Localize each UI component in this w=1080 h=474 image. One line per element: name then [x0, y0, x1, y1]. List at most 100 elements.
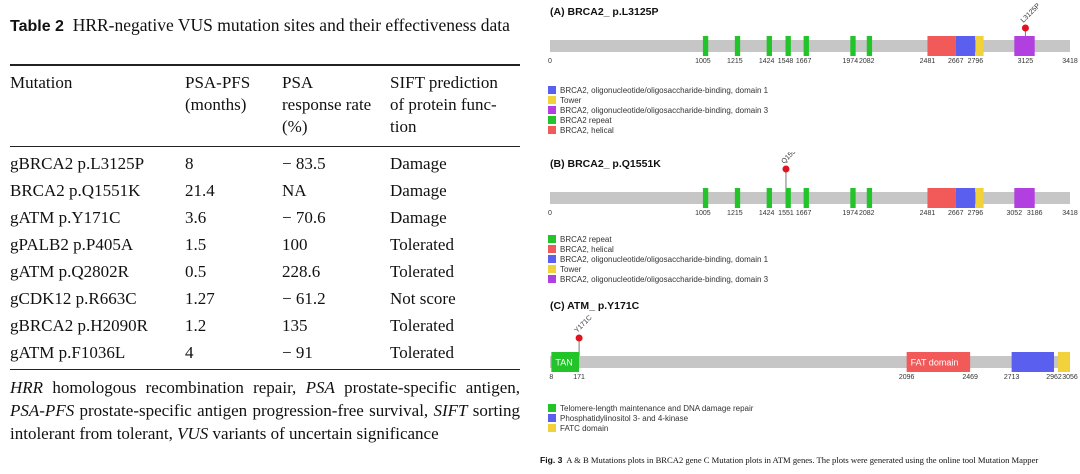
domain-repeat: [702, 188, 709, 208]
axis-tick-label: 1667: [796, 210, 812, 217]
axis-tick-label: 2082: [859, 210, 875, 217]
table-top-rule: [10, 64, 520, 66]
axis-tick-label: 3125: [1018, 58, 1034, 65]
legend-item: Telomere-length maintenance and DNA dama…: [548, 404, 753, 414]
domain-repeat: [803, 36, 809, 56]
domain-repeat: [866, 188, 873, 208]
axis-tick-label: 171: [573, 374, 585, 381]
header-sift-prediction: SIFT prediction of protein func- tion: [390, 73, 498, 136]
legend-item: BRCA2, helical: [548, 245, 768, 255]
header-mutation: Mutation: [10, 73, 73, 92]
axis-tick-label: 1215: [727, 210, 743, 217]
axis-tick-label: 2481: [920, 58, 936, 65]
legend-item: Phosphatidylinositol 3- and 4-kinase: [548, 414, 753, 424]
panel-c-lollipop-plot: TAN FAT domain Y171C 8 171 2096 2469 2713 2962 30…: [549, 314, 1078, 381]
domain-helical: [927, 188, 956, 208]
axis-tick-label: 1974: [843, 58, 859, 65]
table-header-rule: [10, 146, 520, 147]
axis-tick-label: 1215: [727, 58, 743, 65]
axis-tick-label: 8: [549, 374, 553, 381]
axis-tick-label: 3052: [1007, 210, 1023, 217]
domain-repeat: [734, 188, 741, 208]
axis-tick-label: 1005: [695, 58, 711, 65]
table-row: gATM p.Y171C 3.6 − 70.6 Damage: [10, 208, 447, 227]
axis-tick-label: 0: [548, 58, 552, 65]
domain-ob1: [955, 36, 976, 56]
axis-tick-label: 3056: [1062, 374, 1078, 381]
axis-tick-label: 2796: [968, 58, 984, 65]
table-label: Table 2: [10, 18, 64, 35]
axis-tick-label: 3418: [1062, 210, 1078, 217]
domain-repeat: [850, 188, 856, 208]
domain-repeat: [766, 36, 772, 56]
domain-repeat: [803, 188, 809, 208]
table-bottom-rule: [10, 369, 520, 370]
domain-repeat: [850, 36, 856, 56]
table-row: gBRCA2 p.H2090R 1.2 135 Tolerated: [10, 316, 454, 335]
axis-tick-label: 3418: [1062, 58, 1078, 65]
domain-repeat: [734, 36, 741, 56]
axis-tick-label: 1974: [843, 210, 859, 217]
panel-a-title: (A) BRCA2_ p.L3125P: [550, 6, 659, 18]
domain-tower: [975, 188, 984, 208]
panel-a-legend: BRCA2, oligonucleotide/oligosaccharide-b…: [548, 86, 768, 136]
axis-tick-label: 2796: [968, 210, 984, 217]
lollipop-head: [782, 165, 790, 173]
figure-caption-label: Fig. 3: [540, 455, 563, 465]
domain-tower: [975, 36, 984, 56]
legend-item: BRCA2, oligonucleotide/oligosaccharide-b…: [548, 86, 768, 96]
panel-c-title: (C) ATM_ p.Y171C: [550, 300, 640, 312]
legend-item: BRCA2, helical: [548, 126, 768, 136]
axis-tick-label: 2096: [899, 374, 915, 381]
table-row: gATM p.Q2802R 0.5 228.6 Tolerated: [10, 262, 454, 281]
domain-tan: [551, 352, 580, 372]
domain-ob3: [1014, 36, 1035, 56]
legend-item: BRCA2, oligonucleotide/oligosaccharide-b…: [548, 106, 768, 116]
table-title: Table 2 HRR-negative VUS mutation sites …: [10, 14, 520, 38]
legend-item: BRCA2, oligonucleotide/oligosaccharide-b…: [548, 255, 768, 265]
domain-pi3k: [1011, 352, 1055, 372]
domain-repeat: [785, 188, 791, 208]
legend-item: BRCA2, oligonucleotide/oligosaccharide-b…: [548, 275, 768, 285]
axis-tick-label: 1005: [695, 210, 711, 217]
axis-tick-label: 1424: [759, 58, 775, 65]
legend-item: BRCA2 repeat: [548, 235, 768, 245]
table-title-text: HRR-negative VUS mutation sites and thei…: [72, 15, 510, 35]
mutation-label: L3125P: [1020, 2, 1042, 24]
legend-item: Tower: [548, 96, 768, 106]
table-row: gATM p.F1036L 4 − 91 Tolerated: [10, 343, 454, 362]
axis-tick-label: 0: [548, 210, 552, 217]
table-section: Table 2 HRR-negative VUS mutation sites …: [0, 0, 530, 474]
axis-tick-label: 2667: [948, 58, 964, 65]
domain-repeat: [702, 36, 709, 56]
figure-section: (A) BRCA2_ p.L3125P L3125P 0 1005 1215 1424 1…: [540, 0, 1080, 474]
table-row: gBRCA2 p.L3125P 8 − 83.5 Damage: [10, 154, 447, 173]
figure-caption: Fig. 3 A & B Mutations plots in BRCA2 ge…: [540, 455, 1080, 465]
domain-fat: [906, 352, 971, 372]
protein-backbone: [550, 40, 1070, 52]
domain-ob1: [955, 188, 976, 208]
legend-item: Tower: [548, 265, 768, 275]
protein-backbone: [550, 356, 1070, 368]
panel-b-title: (B) BRCA2_ p.Q1551K: [550, 158, 661, 170]
panel-a-lollipop-plot: L3125P 0 1005 1215 1424 1548 1667 1974 2082 2481 2…: [548, 2, 1078, 65]
legend-item: FATC domain: [548, 424, 753, 434]
domain-label: TAN: [555, 358, 572, 368]
domain-repeat: [785, 36, 791, 56]
mutation-label: Y171C: [574, 314, 594, 334]
axis-tick-label: 2713: [1004, 374, 1020, 381]
axis-tick-label: 2962: [1046, 374, 1062, 381]
figure-caption-text: A & B Mutations plots in BRCA2 gene C Mu…: [566, 455, 1039, 465]
domain-label: FAT domain: [911, 358, 959, 368]
axis-tick-label: 3186: [1027, 210, 1043, 217]
axis-tick-label: 2082: [859, 58, 875, 65]
protein-backbone: [550, 192, 1070, 204]
axis-tick-label: 2481: [920, 210, 936, 217]
table-row: gCDK12 p.R663C 1.27 − 61.2 Not score: [10, 289, 456, 308]
axis-tick-label: 1548: [778, 58, 794, 65]
domain-fatc: [1057, 352, 1070, 372]
domain-repeat: [866, 36, 873, 56]
axis-tick-label: 1667: [796, 58, 812, 65]
panel-b-lollipop-plot: Q1551K 0 1005 1215 1424 1551 1667 1974 2082 2481 2…: [548, 152, 1078, 217]
domain-ob3: [1014, 188, 1035, 208]
